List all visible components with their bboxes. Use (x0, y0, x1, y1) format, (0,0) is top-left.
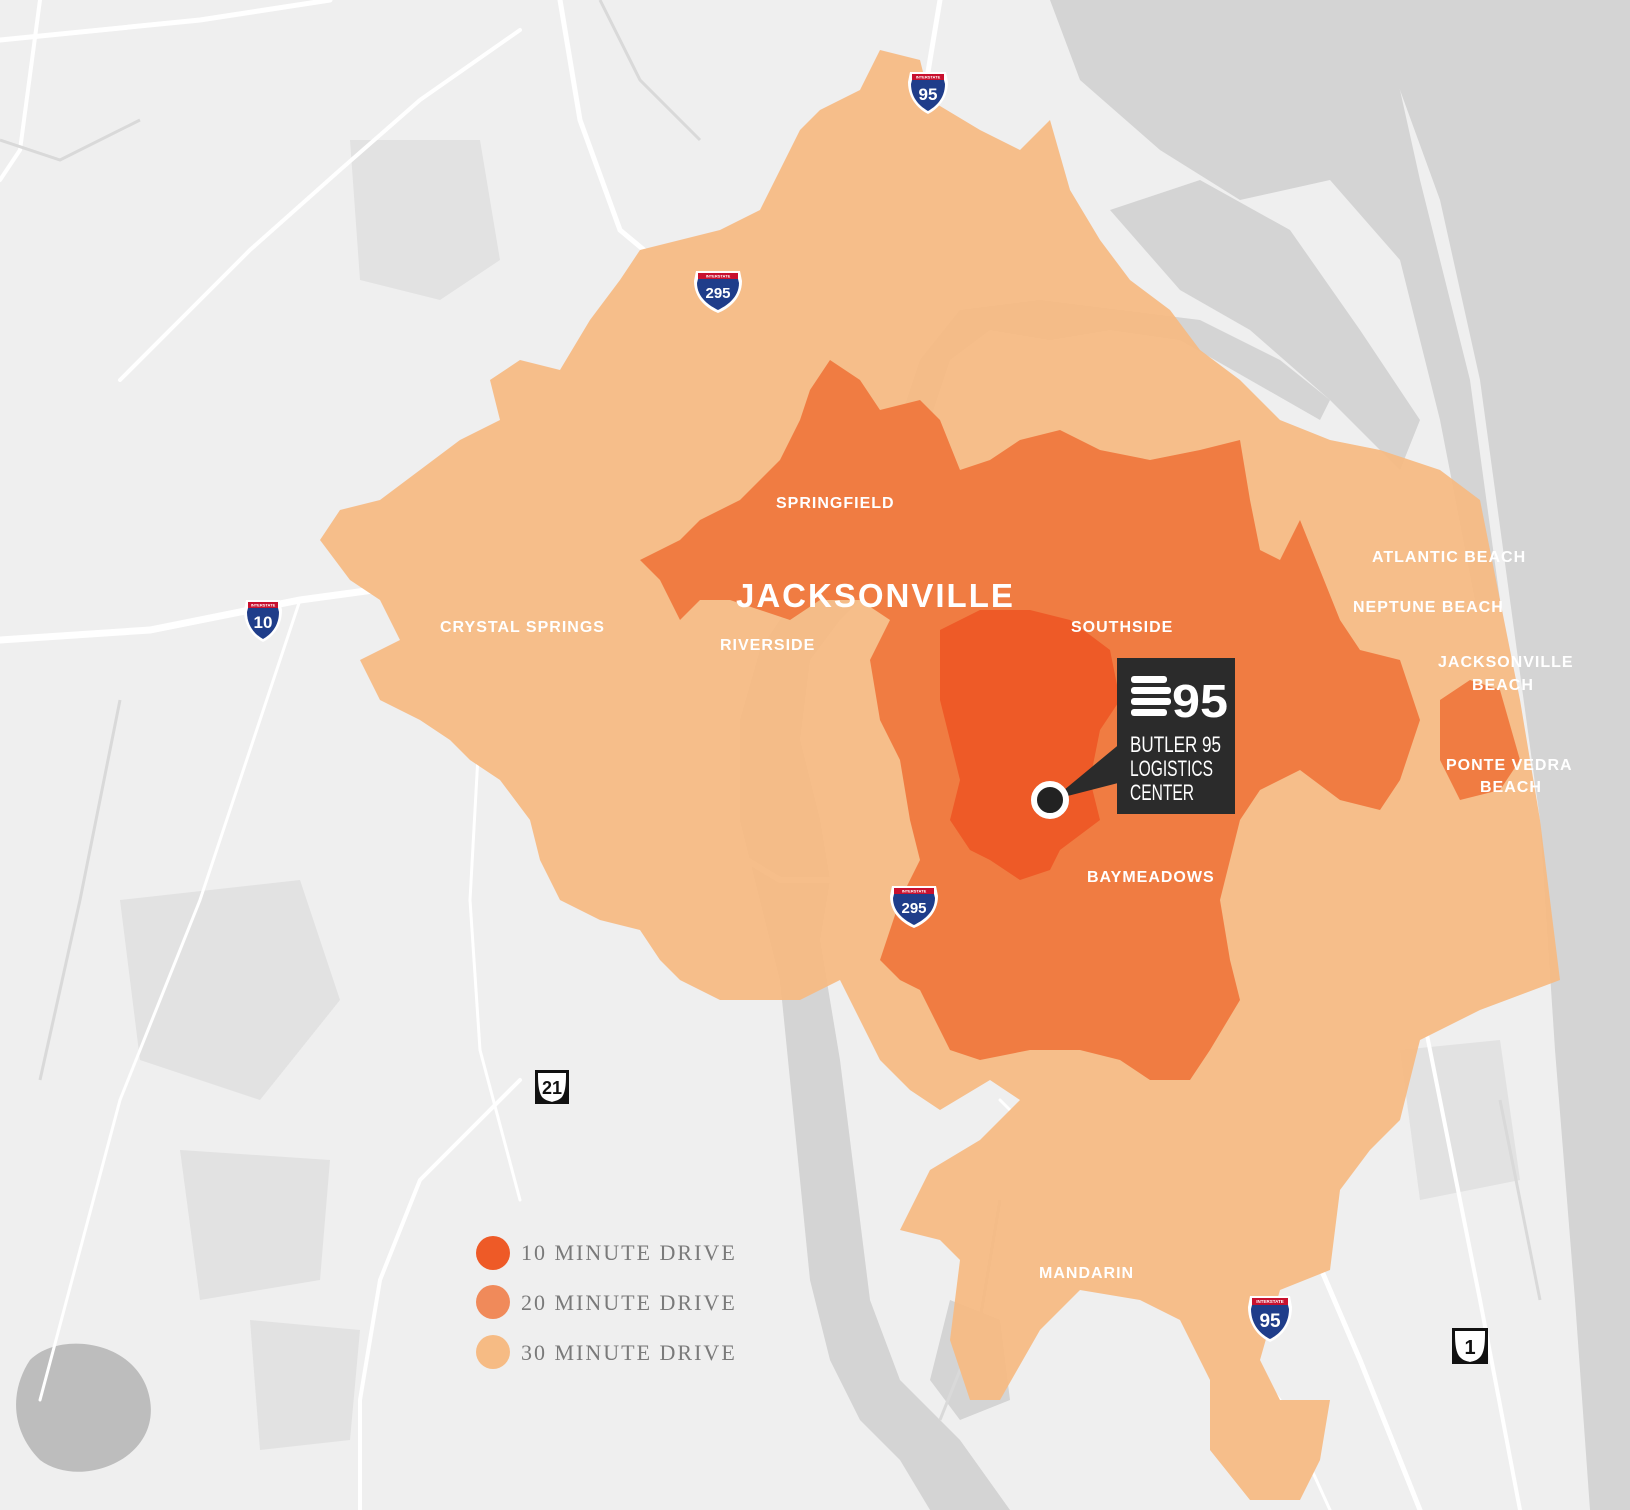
site-callout: 95 BUTLER 95 LOGISTICS CENTER (1031, 658, 1235, 819)
label-ponte-vedra-1: PONTE VEDRA (1446, 757, 1573, 774)
svg-text:95: 95 (1259, 1311, 1281, 1332)
svg-text:INTERSTATE: INTERSTATE (706, 274, 731, 279)
label-jacksonville: JACKSONVILLE (736, 577, 1015, 614)
label-springfield: SPRINGFIELD (776, 495, 895, 512)
label-southside: SOUTHSIDE (1071, 619, 1173, 636)
svg-text:10: 10 (254, 613, 273, 632)
svg-text:INTERSTATE: INTERSTATE (916, 75, 941, 80)
site-name-line-2: LOGISTICS (1130, 756, 1213, 781)
callout-box (1117, 658, 1235, 814)
svg-text:95: 95 (1172, 675, 1228, 727)
legend-swatch-20 (476, 1285, 510, 1319)
us21-shield-icon: 21 (535, 1070, 569, 1104)
i95-north-shield-icon: INTERSTATE 95 (908, 72, 948, 114)
zone-20-minute-beaches (1440, 680, 1520, 800)
svg-text:INTERSTATE: INTERSTATE (251, 603, 276, 608)
us1-shield-icon: 1 (1452, 1328, 1488, 1364)
label-mandarin: MANDARIN (1039, 1265, 1134, 1282)
label-neptune-beach: NEPTUNE BEACH (1353, 599, 1504, 616)
i295-north-shield-icon: INTERSTATE 295 (694, 271, 742, 313)
legend-label-10: 10 MINUTE DRIVE (521, 1240, 737, 1265)
label-ponte-vedra-2: BEACH (1480, 779, 1542, 796)
i295-south-shield-icon: INTERSTATE 295 (890, 886, 938, 928)
svg-text:1: 1 (1464, 1337, 1475, 1359)
svg-text:295: 295 (705, 285, 730, 302)
atlantic-ocean (1370, 0, 1630, 1510)
svg-text:21: 21 (542, 1078, 562, 1098)
i95-south-shield-icon: INTERSTATE 95 (1248, 1296, 1292, 1342)
legend-label-30: 30 MINUTE DRIVE (521, 1340, 737, 1365)
water (16, 0, 1630, 1510)
zone-10-minute (940, 610, 1120, 880)
site-location-marker-icon (1031, 781, 1069, 819)
svg-text:INTERSTATE: INTERSTATE (1256, 1299, 1284, 1304)
site-name-line-3: CENTER (1130, 780, 1194, 805)
marsh (1050, 0, 1500, 600)
legend-label-20: 20 MINUTE DRIVE (521, 1290, 737, 1315)
callout-pointer (1052, 742, 1122, 800)
legend: 10 MINUTE DRIVE 20 MINUTE DRIVE 30 MINUT… (476, 1236, 737, 1369)
i10-shield-icon: INTERSTATE 10 (244, 600, 282, 642)
butler-95-logo-icon: 95 (1131, 675, 1228, 727)
label-riverside: RIVERSIDE (720, 637, 815, 654)
legend-swatch-10 (476, 1236, 510, 1270)
svg-text:295: 295 (901, 900, 926, 917)
svg-text:95: 95 (919, 85, 938, 104)
place-labels: JACKSONVILLE SPRINGFIELD RIVERSIDE CRYST… (440, 495, 1574, 1282)
legend-swatch-30 (476, 1335, 510, 1369)
site-name-line-1: BUTLER 95 (1130, 732, 1221, 757)
urban-areas (120, 140, 1520, 1450)
label-atlantic-beach: ATLANTIC BEACH (1372, 549, 1526, 566)
label-jacksonville-beach-1: JACKSONVILLE (1438, 654, 1574, 671)
label-crystal-springs: CRYSTAL SPRINGS (440, 619, 605, 636)
label-baymeadows: BAYMEADOWS (1087, 869, 1215, 886)
label-jacksonville-beach-2: BEACH (1472, 677, 1534, 694)
svg-text:INTERSTATE: INTERSTATE (902, 889, 927, 894)
